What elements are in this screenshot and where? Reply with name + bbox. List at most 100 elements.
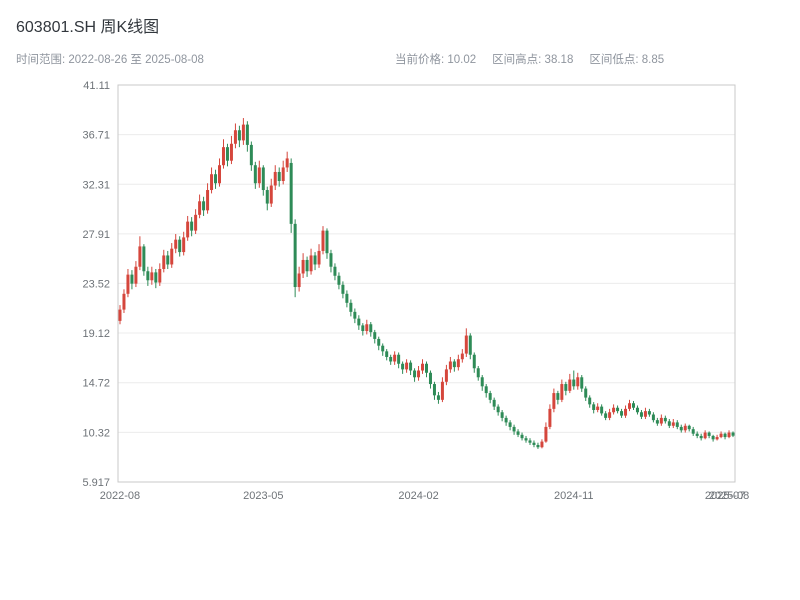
- candle: [723, 432, 727, 440]
- candle: [520, 432, 524, 441]
- candle: [440, 377, 444, 403]
- candle: [600, 404, 604, 416]
- candle: [345, 290, 349, 308]
- candle: [237, 125, 241, 148]
- candle: [361, 323, 365, 336]
- candle: [425, 361, 428, 378]
- candle: [126, 268, 130, 298]
- candle: [269, 178, 273, 207]
- candle: [182, 231, 186, 256]
- candle: [190, 217, 194, 237]
- y-tick-label: 10.32: [82, 427, 110, 439]
- candle: [281, 160, 285, 185]
- candle: [241, 118, 245, 145]
- candle: [675, 420, 679, 430]
- y-tick-label: 27.91: [82, 229, 110, 241]
- candle: [158, 263, 162, 286]
- candle: [249, 141, 253, 171]
- candle: [691, 426, 695, 436]
- candle: [683, 423, 687, 433]
- candle: [460, 349, 464, 363]
- candle: [715, 434, 719, 441]
- plot-border: [117, 84, 736, 483]
- candle: [540, 439, 544, 449]
- candle: [667, 419, 671, 429]
- candle: [588, 395, 592, 408]
- candle: [624, 405, 628, 418]
- candle: [480, 375, 484, 391]
- page-title: 603801.SH 周K线图: [16, 19, 160, 36]
- candle: [659, 414, 663, 426]
- candle: [225, 143, 229, 167]
- candle: [138, 236, 142, 271]
- candle: [377, 336, 381, 351]
- candle: [206, 183, 210, 214]
- candle: [166, 250, 170, 269]
- candle: [365, 319, 369, 335]
- candle: [150, 266, 154, 285]
- candle: [174, 234, 178, 254]
- candle: [707, 431, 711, 439]
- candle: [679, 424, 683, 433]
- candle: [309, 248, 313, 275]
- candle: [194, 209, 198, 235]
- candle: [301, 253, 305, 279]
- candle: [297, 266, 301, 292]
- candle: [389, 354, 393, 365]
- candle: [508, 420, 512, 431]
- candle: [202, 196, 206, 216]
- candle: [218, 158, 222, 187]
- candle: [699, 433, 703, 441]
- candle: [671, 419, 675, 429]
- candle: [162, 249, 166, 273]
- x-tick-label: 2024-02: [398, 490, 438, 502]
- y-tick-label: 14.72: [82, 378, 110, 390]
- candle: [695, 431, 699, 439]
- candle: [612, 404, 616, 415]
- candle: [210, 167, 214, 194]
- candle: [277, 167, 281, 187]
- candle: [496, 404, 500, 416]
- candle: [233, 123, 237, 149]
- candle: [349, 299, 353, 317]
- candle: [639, 409, 643, 420]
- x-tick-label: 2024-11: [554, 490, 594, 502]
- candle: [432, 381, 436, 400]
- candle: [186, 215, 190, 241]
- candle: [413, 368, 417, 382]
- candle: [456, 354, 460, 371]
- candle: [313, 252, 317, 271]
- candle: [134, 261, 138, 288]
- candle: [616, 405, 620, 414]
- candle: [560, 379, 564, 403]
- candle: [401, 361, 405, 374]
- candle: [325, 228, 329, 259]
- candle: [444, 364, 448, 386]
- candle: [731, 431, 735, 438]
- candle: [484, 384, 488, 398]
- candle: [357, 315, 361, 330]
- candle: [381, 343, 385, 356]
- candle: [687, 424, 691, 432]
- candle: [257, 160, 261, 188]
- date-range-label: 时间范围: 2022-08-26 至 2025-08-08: [16, 54, 204, 66]
- candle: [428, 370, 432, 389]
- candle: [289, 158, 293, 233]
- candle: [214, 169, 218, 189]
- candle: [329, 249, 333, 273]
- y-tick-label: 36.71: [82, 130, 110, 142]
- candle: [317, 244, 321, 268]
- candle: [421, 359, 425, 374]
- x-tick-label: 2025-07: [705, 490, 745, 502]
- candle: [635, 405, 639, 415]
- candle: [198, 194, 202, 219]
- candle: [532, 440, 536, 448]
- candle: [512, 424, 516, 435]
- candle: [146, 266, 150, 286]
- y-tick-label: 19.12: [82, 328, 110, 340]
- candle: [576, 372, 580, 390]
- candle: [118, 305, 122, 325]
- candle: [592, 402, 596, 414]
- candle: [261, 165, 265, 196]
- candle: [608, 408, 612, 421]
